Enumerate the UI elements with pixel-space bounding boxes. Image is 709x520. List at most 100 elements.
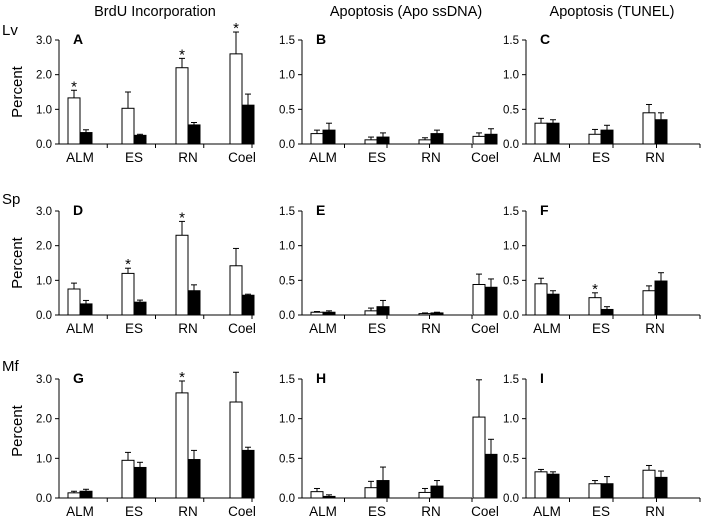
significance-star: * xyxy=(592,281,598,298)
bar-filled xyxy=(484,286,498,316)
x-category-label: ES xyxy=(125,150,143,165)
bar-filled xyxy=(133,301,147,316)
bar-filled xyxy=(133,134,147,145)
bar-filled xyxy=(654,280,668,316)
column-title-tunel: Apoptosis (TUNEL) xyxy=(550,4,675,20)
y-tick-label: 0.5 xyxy=(503,104,519,116)
y-tick-label: 1.0 xyxy=(279,414,295,426)
x-category-label: ES xyxy=(368,504,386,519)
panel-e: 0.0 0.5 1.0 1.5 E ALM ES RN Coel xyxy=(279,202,499,336)
x-category-label: RN xyxy=(178,504,198,519)
bar-open xyxy=(534,283,548,316)
y-tick-label: 1.5 xyxy=(503,35,519,47)
bar-filled xyxy=(600,129,614,145)
bar-open xyxy=(588,483,602,499)
bar-open xyxy=(472,416,486,499)
bar-open xyxy=(310,311,324,316)
x-category-label: ALM xyxy=(533,321,561,336)
y-tick-label: 0.5 xyxy=(279,453,295,465)
bar-filled xyxy=(654,119,668,145)
y-axis-label-row-3: Percent xyxy=(9,404,26,457)
x-category-label: ES xyxy=(592,321,610,336)
panel-letter: C xyxy=(540,31,550,47)
y-tick-label: 3.0 xyxy=(36,35,52,47)
x-category-label: ALM xyxy=(66,321,94,336)
y-tick-label: 1.0 xyxy=(279,70,295,82)
bar-open xyxy=(472,283,486,316)
y-tick-label: 1.0 xyxy=(36,453,52,465)
panel-f: 0.0 0.5 1.0 1.5 F ALM ES * RN xyxy=(503,202,701,336)
y-tick-label: 1.5 xyxy=(503,206,519,218)
y-tick-label: 1.0 xyxy=(36,275,52,287)
panel-letter: G xyxy=(73,370,84,386)
bar-open xyxy=(588,297,602,316)
bar-open xyxy=(67,492,81,499)
bar-open xyxy=(229,401,243,499)
bar-open xyxy=(534,122,548,145)
bar-filled xyxy=(79,490,93,499)
y-tick-label: 0.0 xyxy=(36,139,52,151)
y-tick-label: 2.0 xyxy=(36,70,52,82)
y-tick-label: 0.5 xyxy=(279,275,295,287)
y-tick-label: 1.0 xyxy=(503,414,519,426)
bar-filled xyxy=(241,104,255,145)
bar-open xyxy=(121,459,135,499)
y-tick-label: 0.0 xyxy=(36,310,52,322)
bar-filled xyxy=(241,294,255,316)
significance-star: * xyxy=(233,20,239,37)
x-category-label: RN xyxy=(178,321,198,336)
panel-a: 0.0 1.0 2.0 3.0 A ALM * ES RN * Coel * xyxy=(36,20,256,165)
x-category-label: RN xyxy=(421,150,441,165)
bar-filled xyxy=(187,459,201,499)
bar-filled xyxy=(546,473,560,499)
x-category-label: ES xyxy=(368,150,386,165)
significance-star: * xyxy=(179,369,185,386)
bar-filled xyxy=(654,476,668,499)
panel-b: 0.0 0.5 1.0 1.5 B ALM ES RN Coel xyxy=(279,31,499,165)
x-category-label: ES xyxy=(592,504,610,519)
x-category-label: RN xyxy=(645,321,665,336)
bar-filled xyxy=(376,136,390,145)
y-tick-label: 3.0 xyxy=(36,206,52,218)
bar-open xyxy=(642,112,656,145)
column-title-brdu: BrdU Incorporation xyxy=(94,4,216,20)
bar-filled xyxy=(546,122,560,145)
panel-letter: B xyxy=(316,31,326,47)
y-tick-label: 0.5 xyxy=(279,104,295,116)
bar-open xyxy=(67,97,81,145)
column-title-apo-ssdna: Apoptosis (Apo ssDNA) xyxy=(330,4,482,20)
y-tick-label: 2.0 xyxy=(36,414,52,426)
bar-filled xyxy=(430,133,444,145)
bar-filled xyxy=(79,132,93,145)
x-category-label: ALM xyxy=(309,150,337,165)
bar-open xyxy=(121,272,135,316)
bar-filled xyxy=(376,306,390,316)
bar-filled xyxy=(484,453,498,499)
y-axis-label-row-1: Percent xyxy=(9,65,26,118)
y-tick-label: 1.5 xyxy=(279,206,295,218)
bar-open xyxy=(418,139,432,145)
bar-open xyxy=(642,290,656,316)
y-tick-label: 0.0 xyxy=(503,310,519,322)
y-tick-label: 0.0 xyxy=(279,139,295,151)
bar-open xyxy=(472,135,486,145)
x-category-label: Coel xyxy=(471,321,499,336)
x-category-label: ES xyxy=(592,150,610,165)
y-tick-label: 0.0 xyxy=(36,493,52,505)
panel-letter: E xyxy=(316,202,325,218)
y-tick-label: 0.0 xyxy=(503,139,519,151)
y-tick-label: 1.5 xyxy=(503,374,519,386)
y-tick-label: 3.0 xyxy=(36,374,52,386)
y-tick-label: 1.0 xyxy=(279,241,295,253)
bar-filled xyxy=(430,312,444,316)
x-category-label: RN xyxy=(421,504,441,519)
y-tick-label: 2.0 xyxy=(36,241,52,253)
x-category-label: Coel xyxy=(228,150,256,165)
x-category-label: Coel xyxy=(471,150,499,165)
bar-filled xyxy=(322,311,336,316)
bar-open xyxy=(229,53,243,145)
bar-open xyxy=(121,107,135,145)
bar-open xyxy=(588,133,602,145)
row-label-lv: Lv xyxy=(2,22,18,39)
